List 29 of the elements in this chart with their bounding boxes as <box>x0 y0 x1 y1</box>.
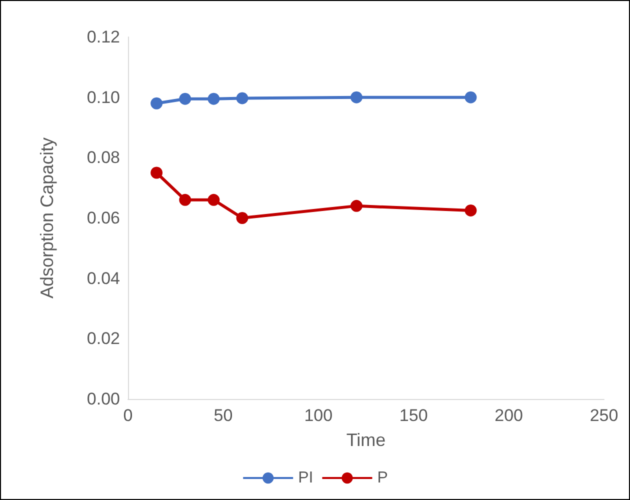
x-axis-title: Time <box>346 430 386 450</box>
x-tick-label: 150 <box>399 406 428 425</box>
x-tick-label: 0 <box>123 406 133 425</box>
legend-label: PI <box>298 470 314 486</box>
point <box>208 92 220 105</box>
point <box>350 200 362 212</box>
y-tick-label: 0.04 <box>86 268 120 288</box>
x-tick-label: 100 <box>304 406 333 425</box>
point <box>236 212 248 224</box>
y-tick-label: 0.12 <box>86 28 120 46</box>
point <box>464 91 477 104</box>
y-tick-label: 0.02 <box>86 329 120 348</box>
point <box>236 92 248 104</box>
y-tick-label: 0.00 <box>86 390 120 408</box>
x-tick-label: 200 <box>494 406 523 425</box>
point <box>208 194 220 206</box>
y-axis-title: Adsorption Capacity <box>37 137 57 299</box>
point <box>464 204 477 216</box>
point <box>150 166 163 179</box>
y-tick-label: 0.10 <box>86 88 120 107</box>
x-tick-label: 50 <box>214 406 233 425</box>
x-tick-label: 250 <box>590 406 618 425</box>
legend-label: P <box>377 470 388 486</box>
point <box>179 92 192 105</box>
point <box>179 194 192 206</box>
y-tick-label: 0.06 <box>86 208 120 228</box>
y-tick-label: 0.08 <box>86 148 120 168</box>
point <box>350 91 362 104</box>
point <box>150 97 163 110</box>
